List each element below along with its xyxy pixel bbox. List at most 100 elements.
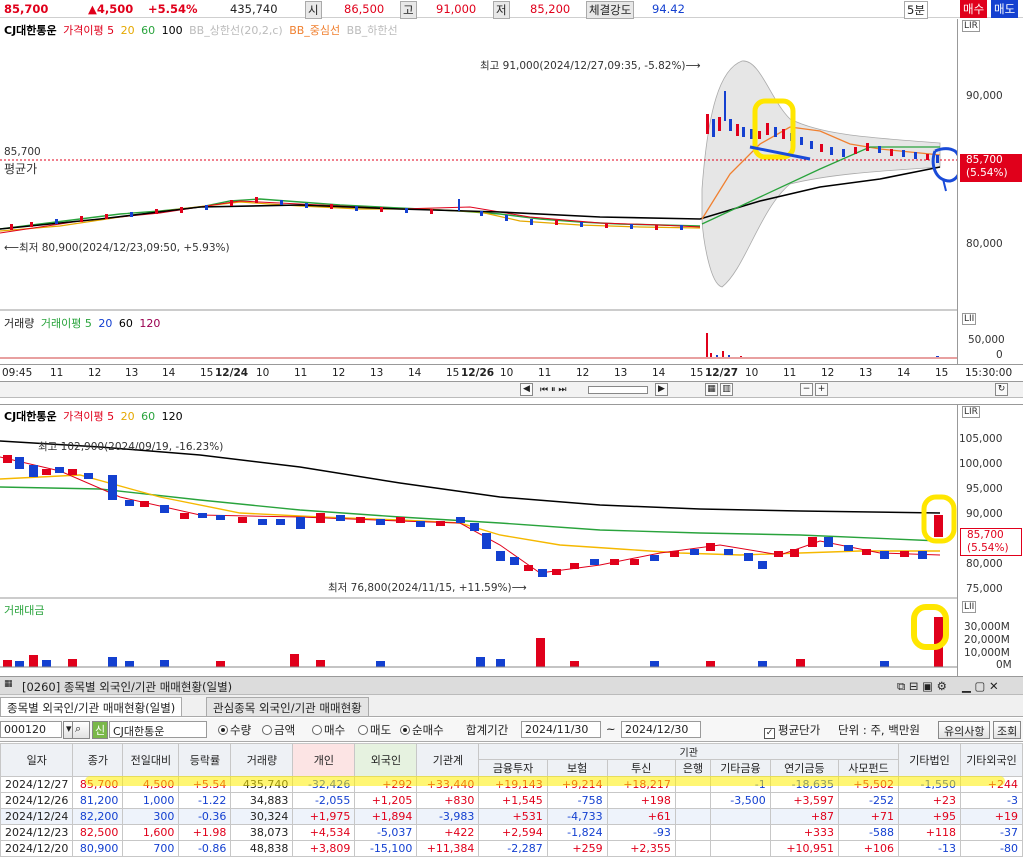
legend-bb-mid: BB_중심선 xyxy=(289,24,341,37)
scroll-left-button[interactable]: ◀ xyxy=(520,383,533,396)
sell-button[interactable]: 매도 xyxy=(991,0,1019,18)
row-date-cell: 2024/12/27 xyxy=(0,776,74,793)
avg-price-value: 85,700 xyxy=(4,146,41,158)
row-date-cell: 2024/12/26 xyxy=(0,792,74,809)
row-value-cell: +5,502 xyxy=(838,776,899,793)
blue-circle xyxy=(931,147,957,183)
high-label: 고 xyxy=(400,1,417,19)
daily-yaxis: LIR 105,000 100,000 95,000 90,000 80,000… xyxy=(957,405,1023,677)
credit-icon[interactable]: 신 xyxy=(92,721,108,739)
row-value-cell: +19,143 xyxy=(478,776,548,793)
row-value-cell: 81,200 xyxy=(72,792,124,809)
interval-select[interactable]: 5분 xyxy=(904,1,928,19)
row-value-cell: 4,500 xyxy=(122,776,180,793)
daily-chart[interactable]: CJ대한통운 가격이평 5 20 60 120 최고 102,900(2024/… xyxy=(0,404,1023,677)
row-value-cell: 85,700 xyxy=(72,776,124,793)
notice-button[interactable]: 유의사항 xyxy=(938,721,991,739)
zoom-out-button[interactable]: − xyxy=(800,383,813,396)
scroll-slider[interactable] xyxy=(588,386,648,394)
ma60-line-right xyxy=(701,146,940,225)
investor-table-body: 2024/12/27 85,700 4,500 +5.54 435,740 -32,426… xyxy=(0,776,1023,857)
query-button[interactable]: 조회 xyxy=(993,721,1022,739)
row-value-cell xyxy=(674,840,712,857)
quote-bar: 85,700 ▲4,500 +5.54% 435,740 시 86,500 고 … xyxy=(0,0,1023,19)
current-time: 15:30:00 xyxy=(965,367,1013,379)
chart-tool-2[interactable]: ▥ xyxy=(720,383,733,396)
intraday-candles-left xyxy=(10,197,683,230)
row-date-cell: 2024/12/20 xyxy=(0,840,74,857)
table-row[interactable]: 2024/12/23 82,500 1,600 +1.98 38,073 +4,534 -5… xyxy=(0,824,1023,841)
row-value-cell: +198 xyxy=(606,792,676,809)
option-buy[interactable]: 매수 xyxy=(312,722,345,738)
buy-button[interactable]: 매수 xyxy=(960,0,988,18)
row-value-cell: +244 xyxy=(960,776,1023,793)
row-value-cell: +95 xyxy=(898,808,961,825)
search-icon[interactable]: ⌕ xyxy=(72,721,90,739)
row-value-cell: 82,200 xyxy=(72,808,124,825)
row-date-cell: 2024/12/23 xyxy=(0,824,74,841)
row-value-cell: +259 xyxy=(546,840,608,857)
daily-ma20 xyxy=(0,474,940,556)
window-title: [0260] 종목별 외국인/기관 매매현황(일별) xyxy=(22,680,233,694)
zoom-in-button[interactable]: + xyxy=(815,383,828,396)
row-value-cell: 1,600 xyxy=(122,824,180,841)
row-value-cell: +118 xyxy=(898,824,961,841)
amount-yellow-highlight xyxy=(911,604,949,650)
row-value-cell: +9,214 xyxy=(546,776,608,793)
intraday-legend: CJ대한통운 가격이평 5 20 60 100 BB_상한선(20,2,c) B… xyxy=(4,22,401,38)
row-value-cell: 435,740 xyxy=(230,776,294,793)
window-controls[interactable]: ▁ ▢ ✕ xyxy=(962,679,999,693)
row-value-cell: 30,324 xyxy=(230,808,294,825)
table-row[interactable]: 2024/12/20 80,900 700 -0.86 48,838 +3,809 -15,… xyxy=(0,840,1023,857)
row-value-cell: -3 xyxy=(960,792,1023,809)
playback-controls[interactable]: ⏮ ⏸ ⏭ xyxy=(540,385,567,395)
row-date-cell: 2024/12/24 xyxy=(0,808,74,825)
row-value-cell: +33,440 xyxy=(416,776,480,793)
row-value-cell: +1,894 xyxy=(354,808,418,825)
refresh-icon[interactable]: ↻ xyxy=(995,383,1008,396)
period-label: 합계기간 xyxy=(466,723,509,737)
row-value-cell: -15,100 xyxy=(354,840,418,857)
row-value-cell: +61 xyxy=(606,808,676,825)
tab-daily-investor[interactable]: 종목별 외국인/기관 매매현황(일별) xyxy=(0,697,183,716)
row-value-cell: +333 xyxy=(769,824,840,841)
avg-price-checkbox[interactable]: ✓ 평균단가 xyxy=(764,723,821,739)
row-value-cell: +422 xyxy=(416,824,480,841)
tab-watchlist-investor[interactable]: 관심종목 외국인/기관 매매현황 xyxy=(206,697,369,716)
row-value-cell: 82,500 xyxy=(72,824,124,841)
row-value-cell: -758 xyxy=(546,792,608,809)
daily-price-tag: 85,700 (5.54%) xyxy=(960,528,1022,556)
row-value-cell: -13 xyxy=(898,840,961,857)
option-sell[interactable]: 매도 xyxy=(358,722,391,738)
option-amount[interactable]: 금액 xyxy=(262,722,295,738)
row-value-cell: +1,545 xyxy=(478,792,548,809)
row-value-cell: -3,983 xyxy=(416,808,480,825)
option-net-buy[interactable]: 순매수 xyxy=(400,722,444,738)
date-from-input[interactable]: 2024/11/30 xyxy=(521,721,601,738)
intraday-chart[interactable]: CJ대한통운 가격이평 5 20 60 100 BB_상한선(20,2,c) B… xyxy=(0,19,1023,364)
intraday-high-note: 최고 91,000(2024/12/27,09:35, -5.82%)⟶ xyxy=(480,60,701,72)
unit-label: 단위 : 주, 백만원 xyxy=(838,723,920,737)
amount-bars xyxy=(0,617,957,668)
table-row[interactable]: 2024/12/26 81,200 1,000 -1.22 34,883 -2,055 +1… xyxy=(0,792,1023,809)
row-value-cell: -1.22 xyxy=(178,792,232,809)
legend-ma5: 가격이평 5 xyxy=(63,24,115,37)
filter-bar: 000120 ▾ ⌕ 신 CJ대한통운 수량 금액 매수 매도 순매수 합계기간… xyxy=(0,718,1023,742)
table-row[interactable]: 2024/12/27 85,700 4,500 +5.54 435,740 -32,426… xyxy=(0,776,1023,793)
row-value-cell: +19 xyxy=(960,808,1023,825)
row-value-cell xyxy=(674,808,712,825)
stock-code-input[interactable]: 000120 xyxy=(0,721,62,738)
chart-tool-1[interactable]: ▦ xyxy=(705,383,718,396)
option-qty[interactable]: 수량 xyxy=(218,722,251,738)
scroll-right-button[interactable]: ▶ xyxy=(655,383,668,396)
row-value-cell: +18,217 xyxy=(606,776,676,793)
daily-candles xyxy=(3,455,943,577)
daily-ma60 xyxy=(0,486,941,542)
strength-value: 94.42 xyxy=(652,2,685,16)
date-to-input[interactable]: 2024/12/30 xyxy=(621,721,701,738)
row-value-cell: +1,975 xyxy=(292,808,356,825)
window-tools-icon[interactable]: ⧉ ⊟ ▣ ⚙ xyxy=(897,679,947,693)
row-value-cell xyxy=(674,792,712,809)
table-row[interactable]: 2024/12/24 82,200 300 -0.36 30,324 +1,975 +1,8… xyxy=(0,808,1023,825)
row-value-cell: -0.86 xyxy=(178,840,232,857)
